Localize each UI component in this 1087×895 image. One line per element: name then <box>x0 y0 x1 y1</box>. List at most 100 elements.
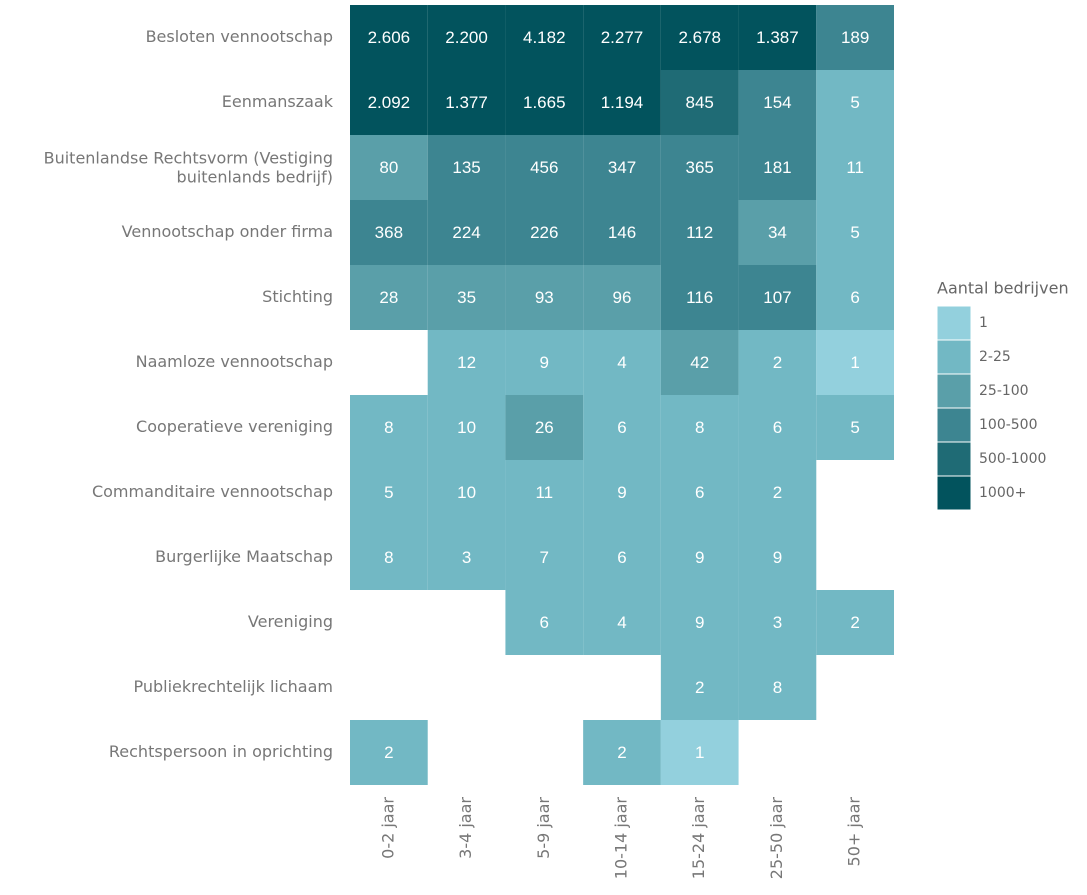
col-label: 25-50 jaar <box>767 797 786 880</box>
cell <box>816 330 894 395</box>
cell-label: 8 <box>773 678 782 697</box>
col-label: 15-24 jaar <box>689 797 708 880</box>
cell-label: 9 <box>773 548 782 567</box>
cell-label: 5 <box>850 223 859 242</box>
cell-label: 456 <box>530 158 558 177</box>
cell <box>427 460 506 525</box>
cell-label: 10 <box>457 483 476 502</box>
legend-swatch <box>936 475 972 511</box>
cell-label: 8 <box>384 548 393 567</box>
cell-label: 6 <box>617 548 626 567</box>
cell <box>738 135 817 200</box>
cell <box>816 395 894 460</box>
row-label: Vennootschap onder firma <box>122 222 333 241</box>
cell <box>660 330 739 395</box>
cell-label: 2.277 <box>601 28 644 47</box>
cell-label: 1.387 <box>756 28 799 47</box>
cell-label: 6 <box>850 288 859 307</box>
cell <box>816 5 894 70</box>
cell <box>738 330 817 395</box>
cell-label: 1.377 <box>445 93 488 112</box>
cell-label: 11 <box>535 483 553 502</box>
cell <box>350 460 428 525</box>
cell <box>427 395 506 460</box>
cell <box>350 525 428 590</box>
cell <box>660 460 739 525</box>
cell-label: 26 <box>535 418 554 437</box>
cell <box>427 265 506 330</box>
cell <box>660 590 739 655</box>
cell-label: 34 <box>768 223 787 242</box>
cell-label: 189 <box>841 28 869 47</box>
col-label: 0-2 jaar <box>378 797 397 859</box>
cell <box>350 135 428 200</box>
cell-label: 42 <box>690 353 709 372</box>
cell <box>583 525 661 590</box>
col-label: 5-9 jaar <box>534 797 553 859</box>
cell-label: 2.678 <box>678 28 721 47</box>
cell <box>505 70 584 135</box>
cell <box>738 395 817 460</box>
cell-label: 9 <box>695 548 704 567</box>
cell-label: 6 <box>540 613 549 632</box>
legend-swatch <box>936 441 972 477</box>
cell <box>583 70 661 135</box>
cell-label: 1.665 <box>523 93 566 112</box>
cell <box>738 200 817 265</box>
cell-label: 845 <box>686 93 714 112</box>
row-label: Cooperatieve vereniging <box>136 417 333 436</box>
cell-label: 2.606 <box>368 28 411 47</box>
cell <box>350 395 428 460</box>
cell <box>738 655 817 720</box>
cell <box>738 5 817 70</box>
cell-label: 6 <box>617 418 626 437</box>
cell-label: 135 <box>452 158 480 177</box>
cell-label: 112 <box>686 223 713 242</box>
cell-label: 181 <box>763 158 791 177</box>
cell <box>505 525 584 590</box>
col-label: 50+ jaar <box>845 797 864 867</box>
cell-label: 2.200 <box>445 28 488 47</box>
cell-label: 226 <box>530 223 558 242</box>
cell <box>427 135 506 200</box>
cell <box>427 5 506 70</box>
cell-label: 116 <box>686 288 713 307</box>
cell <box>738 265 817 330</box>
legend-swatch <box>936 339 972 375</box>
cell <box>660 655 739 720</box>
cell-label: 9 <box>695 613 704 632</box>
cell <box>505 135 584 200</box>
cell-label: 365 <box>686 158 714 177</box>
cell <box>583 720 661 785</box>
cell-label: 224 <box>452 223 480 242</box>
legend-label: 100-500 <box>979 417 1038 433</box>
cell-label: 6 <box>773 418 782 437</box>
row-label: Naamloze vennootschap <box>136 352 333 371</box>
cell-label: 10 <box>457 418 476 437</box>
cell-label: 35 <box>457 288 476 307</box>
cell-label: 3 <box>773 613 782 632</box>
cell <box>350 720 428 785</box>
cell-label: 4 <box>617 613 626 632</box>
cell-label: 107 <box>763 288 791 307</box>
cell <box>660 70 739 135</box>
cell-label: 2 <box>695 678 704 697</box>
cell-label: 1.194 <box>601 93 644 112</box>
cell <box>505 265 584 330</box>
cell-label: 2 <box>773 353 782 372</box>
cell <box>660 135 739 200</box>
cell-label: 80 <box>379 158 398 177</box>
cell <box>505 395 584 460</box>
cell-label: 6 <box>695 483 704 502</box>
cell <box>427 525 506 590</box>
cell-label: 93 <box>535 288 554 307</box>
legend-label: 1000+ <box>979 485 1026 501</box>
cell-label: 8 <box>695 418 704 437</box>
cell-label: 11 <box>846 158 864 177</box>
cell-label: 4.182 <box>523 28 566 47</box>
cell <box>427 330 506 395</box>
cell <box>583 330 661 395</box>
cell-label: 9 <box>540 353 549 372</box>
cell <box>350 5 428 70</box>
